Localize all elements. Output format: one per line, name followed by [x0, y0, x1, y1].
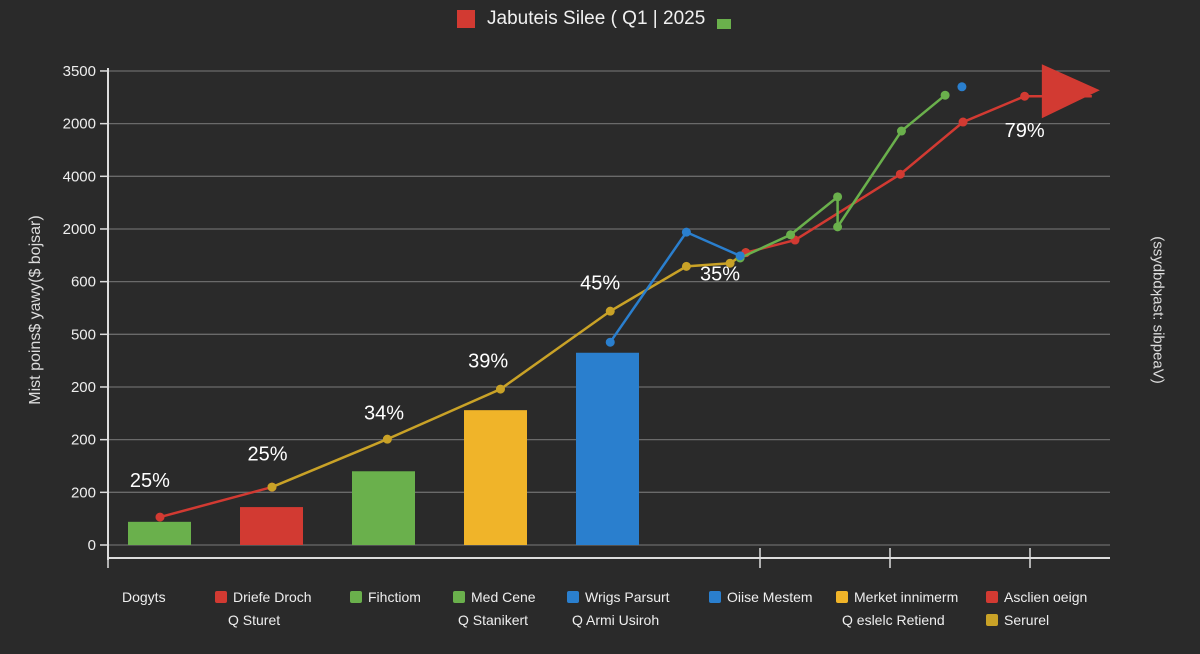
legend-item: Oiise Mestem: [709, 589, 813, 605]
data-point: [895, 169, 905, 179]
bar: [464, 410, 527, 545]
data-point: [155, 512, 165, 522]
y-tick-label: 4000: [63, 168, 96, 185]
legend-item: Driefe Droch: [215, 589, 312, 605]
legend-item: Serurel: [986, 612, 1049, 628]
title-red-square: [457, 10, 475, 28]
percent-label: 79%: [1005, 120, 1045, 142]
data-point: [605, 337, 615, 347]
legend-item: Q eslelc Retiend: [842, 612, 945, 628]
series-line: [745, 95, 1092, 254]
data-point: [833, 192, 843, 202]
y-tick-label: 2000: [63, 116, 96, 133]
chart-title: Jabuteis Silee ( Q1 | 2025: [457, 8, 732, 30]
percent-label: 39%: [468, 351, 508, 373]
legend-item: Med Cene: [453, 589, 536, 605]
data-point: [896, 126, 906, 136]
legend-item: Dogyts: [122, 589, 166, 605]
y-tick-label: 2000: [63, 221, 96, 238]
arrow-head: [1041, 64, 1100, 119]
legend-swatch: [836, 591, 848, 603]
legend-label: Driefe Droch: [233, 589, 312, 605]
legend-swatch: [986, 614, 998, 626]
data-point: [681, 227, 691, 237]
legend-swatch: [215, 591, 227, 603]
legend-swatch: [709, 591, 721, 603]
series-line: [609, 230, 741, 343]
percent-label: 25%: [130, 470, 170, 492]
series-line: [739, 94, 946, 260]
series-line: [159, 485, 273, 519]
y-tick-label: 3500: [63, 63, 96, 80]
data-point: [958, 117, 968, 127]
chart-title-text: Jabuteis Silee ( Q1 | 2025: [487, 8, 706, 29]
legend-label: Fihctiom: [368, 589, 421, 605]
data-point: [1020, 91, 1030, 101]
legend-label: Oiise Mestem: [727, 589, 813, 605]
legend-label: Q Sturet: [228, 612, 281, 628]
percent-label: 25%: [248, 444, 288, 466]
legend-swatch: [453, 591, 465, 603]
percent-label: 34%: [364, 403, 404, 425]
legend-label: Serurel: [1004, 612, 1050, 628]
data-point: [786, 230, 796, 240]
bar: [128, 521, 191, 545]
legend-item: Q Stanikert: [458, 612, 528, 628]
y-tick-label: 200: [71, 484, 96, 501]
bar: [352, 471, 415, 545]
data-point: [267, 482, 277, 492]
title-green-square: [717, 19, 732, 29]
legend-item: Q Sturet: [228, 612, 280, 628]
bar: [240, 507, 303, 545]
y-tick-label: 500: [71, 326, 96, 343]
data-point: [605, 306, 615, 316]
data-point: [957, 82, 967, 92]
legend-label: Merket innimerm: [854, 589, 959, 605]
legend-item: Merket innimerm: [836, 589, 958, 605]
legend-swatch: [350, 591, 362, 603]
data-point: [382, 434, 392, 444]
legend-label: Q Armi Usiroh: [572, 612, 660, 628]
percent-label: 35%: [700, 264, 740, 286]
y-tick-label: 600: [71, 274, 96, 291]
bar: [576, 352, 639, 545]
data-point: [833, 222, 843, 232]
legend-item: Q Armi Usiroh: [572, 612, 659, 628]
legend-label: Wrigs Parsurt: [585, 589, 670, 605]
data-point: [940, 90, 950, 100]
data-point: [681, 261, 691, 271]
legend-item: Asclien oeign: [986, 589, 1087, 605]
legend-label: Q eslelc Retiend: [842, 612, 945, 628]
legend-swatch: [567, 591, 579, 603]
legend-item: Fihctiom: [350, 589, 421, 605]
percent-label: 45%: [580, 273, 620, 295]
y-tick-label: 200: [71, 432, 96, 449]
y-axis-label: Mist poins$ yawy($ bojsar): [27, 215, 44, 405]
y-tick-label: 0: [88, 537, 96, 554]
right-axis-label: (ssydbdʞast: sibpeaV): [1149, 236, 1167, 384]
legend-label: Dogyts: [122, 589, 166, 605]
data-point: [735, 251, 745, 261]
data-point: [495, 384, 505, 394]
legend-label: Asclien oeign: [1004, 589, 1088, 605]
legend-item: Wrigs Parsurt: [567, 589, 670, 605]
legend-label: Q Stanikert: [458, 612, 529, 628]
data-point: [725, 258, 735, 268]
legend-swatch: [986, 591, 998, 603]
y-tick-label: 200: [71, 379, 96, 396]
legend-label: Med Cene: [471, 589, 536, 605]
